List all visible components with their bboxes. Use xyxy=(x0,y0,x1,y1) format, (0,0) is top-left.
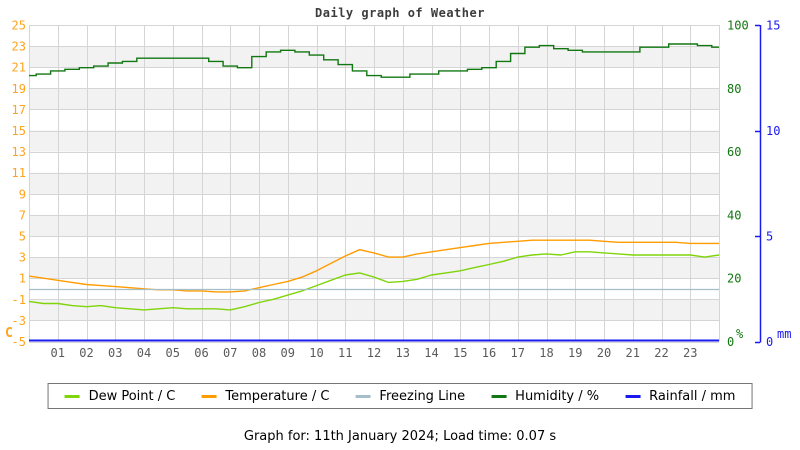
temp-tick-label: 23 xyxy=(12,40,26,54)
hour-tick-label: 07 xyxy=(223,346,237,360)
legend-label: Humidity / % xyxy=(515,388,600,404)
temp-tick-label: 19 xyxy=(12,82,26,96)
plot-gridlines xyxy=(29,25,720,343)
legend-swatch xyxy=(64,394,80,398)
rainfall-tick-label: 10 xyxy=(766,124,780,138)
temp-tick-label: 11 xyxy=(12,166,26,180)
hour-tick-label: 05 xyxy=(166,346,180,360)
legend-item-temperature-c: Temperature / C xyxy=(201,389,329,404)
series-dew-point-c xyxy=(28,251,720,311)
hour-tick-label: 13 xyxy=(396,346,410,360)
humidity-axis-tick-labels: 100 80 60 40 20 0 xyxy=(727,19,749,350)
rainfall-axis-line xyxy=(755,24,762,344)
temp-tick-label: 1 xyxy=(19,272,26,286)
hour-tick-label: 15 xyxy=(453,346,467,360)
temp-tick-label: 5 xyxy=(19,230,26,244)
temp-tick-label: -1 xyxy=(12,293,26,307)
temp-tick-label: 21 xyxy=(12,61,26,75)
chart-series-lines xyxy=(28,43,720,342)
temp-tick-label: 13 xyxy=(12,145,26,159)
temp-tick-label: -5 xyxy=(12,335,26,349)
temp-axis-unit: C xyxy=(5,326,13,341)
temp-tick-label: 17 xyxy=(12,103,26,117)
hour-tick-label: 06 xyxy=(194,346,208,360)
series-temperature-c xyxy=(28,239,719,293)
graph-footer: Graph for: 11th January 2024; Load time:… xyxy=(243,429,557,444)
legend-item-humidity: Humidity / % xyxy=(491,389,599,404)
humidity-tick-label: 0 xyxy=(727,335,734,349)
humidity-axis-unit: % xyxy=(736,327,744,341)
series-humidity xyxy=(29,43,719,78)
temp-tick-label: 15 xyxy=(12,124,26,138)
humidity-tick-label: 80 xyxy=(727,82,741,96)
hour-tick-label: 02 xyxy=(79,346,93,360)
humidity-tick-label: 20 xyxy=(727,272,741,286)
hour-tick-label: 09 xyxy=(281,346,295,360)
temp-tick-label: 7 xyxy=(19,208,26,222)
legend-swatch xyxy=(491,394,507,398)
legend-item-rainfall-mm: Rainfall / mm xyxy=(625,389,735,404)
temp-tick-label: 3 xyxy=(19,251,26,265)
legend-item-dew-point-c: Dew Point / C xyxy=(64,388,176,404)
hour-tick-label: 17 xyxy=(511,346,525,360)
temp-tick-label: -3 xyxy=(12,314,26,328)
legend-label: Rainfall / mm xyxy=(649,388,736,404)
legend-swatch xyxy=(201,394,217,398)
hour-tick-label: 23 xyxy=(683,346,697,360)
legend-swatch xyxy=(625,394,641,398)
hour-tick-label: 22 xyxy=(654,346,668,360)
legend-label: Dew Point / C xyxy=(88,388,176,404)
hour-tick-label: 08 xyxy=(252,346,266,360)
hour-tick-label: 04 xyxy=(137,346,151,360)
hour-tick-label: 21 xyxy=(626,346,640,360)
rainfall-tick-label: 0 xyxy=(766,335,773,349)
hour-tick-label: 03 xyxy=(108,346,122,360)
chart-legend: Dew Point / C Temperature / C Freezing Lin… xyxy=(47,383,753,409)
rainfall-tick-label: 5 xyxy=(766,230,773,244)
hour-tick-label: 12 xyxy=(367,346,381,360)
temp-axis-tick-labels: 25 23 21 19 17 15 13 11 9 7 5 3 1 -1 -3 -5 xyxy=(12,19,26,350)
legend-label: Freezing Line xyxy=(379,388,466,404)
hour-tick-label: 18 xyxy=(539,346,553,360)
hour-tick-label: 10 xyxy=(309,346,323,360)
hour-tick-label: 16 xyxy=(482,346,496,360)
hour-tick-label: 14 xyxy=(424,346,438,360)
rainfall-tick-label: 15 xyxy=(766,19,780,33)
temp-tick-label: 9 xyxy=(19,187,26,201)
hour-axis-tick-labels: 01 02 03 04 05 06 07 08 09 10 11 12 13 14 15 16 17 18 19 20… xyxy=(51,346,698,360)
hour-tick-label: 01 xyxy=(51,346,65,360)
humidity-tick-label: 100 xyxy=(727,19,749,33)
temp-tick-label: 25 xyxy=(12,19,26,33)
hour-tick-label: 19 xyxy=(568,346,582,360)
chart-title: Daily graph of Weather xyxy=(315,6,485,20)
legend-label: Temperature / C xyxy=(225,388,330,404)
humidity-tick-label: 40 xyxy=(727,208,741,222)
rainfall-axis-tick-labels: 15 10 5 0 xyxy=(766,19,780,350)
hour-tick-label: 20 xyxy=(597,346,611,360)
legend-swatch xyxy=(355,394,371,398)
hour-tick-label: 11 xyxy=(338,346,352,360)
rainfall-axis-unit: mm xyxy=(777,327,791,341)
humidity-tick-label: 60 xyxy=(727,145,741,159)
legend-item-freezing-line: Freezing Line xyxy=(355,389,465,404)
